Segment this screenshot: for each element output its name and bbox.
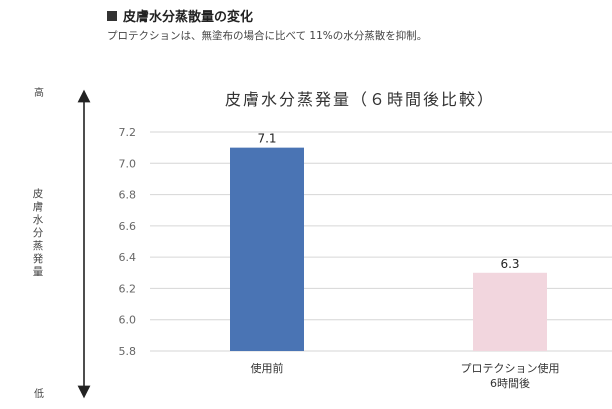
heading-text: 皮膚水分蒸散量の変化	[123, 10, 254, 25]
bar	[230, 147, 304, 351]
y-tick-label: 6.2	[119, 282, 137, 295]
y-tick-label: 6.6	[119, 220, 137, 233]
category-label: 6時間後	[490, 376, 530, 390]
axis-high-label: 高	[34, 88, 44, 99]
y-tick-label: 6.8	[119, 189, 137, 202]
y-tick-label: 7.2	[119, 126, 137, 139]
axis-low-label: 低	[34, 389, 44, 400]
data-label: 7.1	[257, 132, 276, 146]
category-label: プロテクション使用	[461, 362, 560, 375]
y-tick-label: 7.0	[119, 157, 137, 170]
vertical-axis-label: 皮膚水分蒸発量	[32, 188, 44, 278]
square-bullet-icon	[107, 10, 117, 21]
y-tick-label: 6.0	[119, 314, 137, 327]
section-heading: 皮膚水分蒸散量の変化	[107, 6, 253, 25]
y-tick-label: 6.4	[119, 251, 137, 264]
data-label: 6.3	[500, 257, 519, 271]
y-tick-label: 5.8	[119, 345, 137, 358]
bar	[473, 272, 547, 351]
chart-title: 皮膚水分蒸発量（６時間後比較）	[224, 90, 495, 109]
description-text: プロテクションは、無塗布の場合に比べて 11%の水分蒸散を抑制。	[107, 30, 428, 42]
category-label: 使用前	[251, 361, 284, 375]
